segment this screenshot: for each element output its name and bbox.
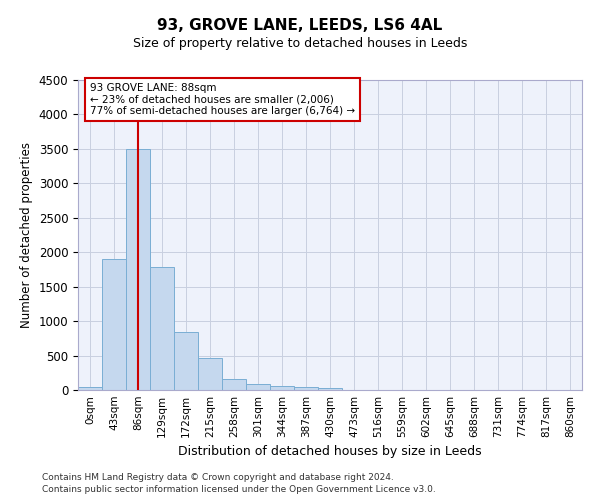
Text: Contains HM Land Registry data © Crown copyright and database right 2024.: Contains HM Land Registry data © Crown c…	[42, 474, 394, 482]
Bar	[246, 384, 270, 390]
Text: Contains public sector information licensed under the Open Government Licence v3: Contains public sector information licen…	[42, 485, 436, 494]
Bar	[222, 380, 246, 390]
Bar	[78, 387, 102, 390]
Bar	[198, 358, 222, 390]
Bar	[318, 388, 342, 390]
Bar	[102, 259, 126, 390]
Bar	[270, 386, 294, 390]
Text: 93, GROVE LANE, LEEDS, LS6 4AL: 93, GROVE LANE, LEEDS, LS6 4AL	[157, 18, 443, 32]
Text: Size of property relative to detached houses in Leeds: Size of property relative to detached ho…	[133, 38, 467, 51]
Bar	[174, 332, 198, 390]
Bar	[294, 386, 318, 390]
X-axis label: Distribution of detached houses by size in Leeds: Distribution of detached houses by size …	[178, 446, 482, 458]
Bar	[150, 268, 174, 390]
Bar	[126, 149, 150, 390]
Y-axis label: Number of detached properties: Number of detached properties	[20, 142, 33, 328]
Text: 93 GROVE LANE: 88sqm
← 23% of detached houses are smaller (2,006)
77% of semi-de: 93 GROVE LANE: 88sqm ← 23% of detached h…	[90, 83, 355, 116]
